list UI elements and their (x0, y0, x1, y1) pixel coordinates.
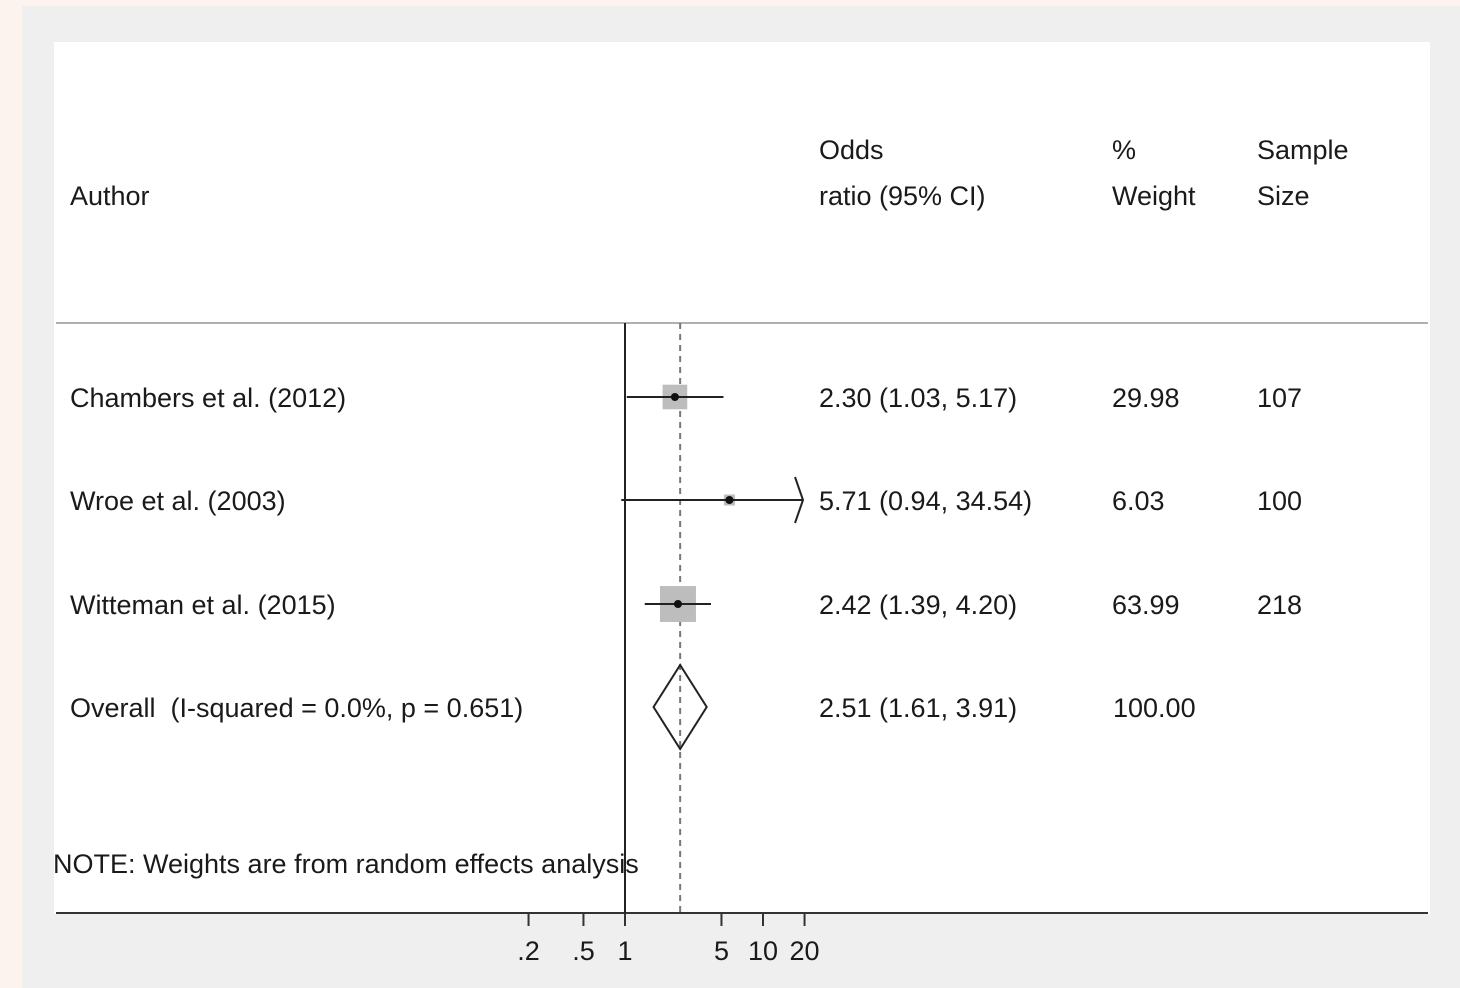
sample-header-line2: Size (1257, 181, 1310, 211)
x-tick-label: 10 (748, 936, 778, 966)
study-ci-arrow (794, 476, 805, 524)
weight-header-line1: % (1112, 135, 1136, 165)
note-text: NOTE: Weights are from random effects an… (53, 849, 639, 879)
study-sample-text: 107 (1257, 383, 1302, 413)
effect-header-line2: ratio (95% CI) (819, 181, 986, 211)
sample-header-line1: Sample (1257, 135, 1349, 165)
overall-label: Overall (I-squared = 0.0%, p = 0.651) (70, 693, 523, 723)
study-sample-text: 100 (1257, 486, 1302, 516)
study-author: Chambers et al. (2012) (70, 383, 346, 413)
study-author: Wroe et al. (2003) (70, 486, 286, 516)
study-weight-text: 29.98 (1112, 383, 1180, 413)
effect-header-line1: Odds (819, 135, 884, 165)
study-point-estimate (673, 600, 682, 608)
overall-diamond (652, 663, 708, 751)
study-point-estimate (670, 393, 679, 401)
overall-weight-text: 100.00 (1113, 693, 1196, 723)
study-sample-text: 218 (1257, 590, 1302, 620)
overall-or-text: 2.51 (1.61, 3.91) (819, 693, 1017, 723)
study-or-text: 5.71 (0.94, 34.54) (819, 486, 1032, 516)
study-weight-text: 6.03 (1112, 486, 1165, 516)
x-tick-label: 20 (790, 936, 820, 966)
weight-header-line2: Weight (1112, 181, 1196, 211)
x-tick-label: .2 (517, 936, 540, 966)
x-tick-label: 5 (714, 936, 729, 966)
study-or-text: 2.30 (1.03, 5.17) (819, 383, 1017, 413)
x-tick-label: 1 (617, 936, 632, 966)
study-or-text: 2.42 (1.39, 4.20) (819, 590, 1017, 620)
study-point-estimate (725, 496, 734, 504)
study-weight-text: 63.99 (1112, 590, 1180, 620)
x-tick-label: .5 (572, 936, 595, 966)
plot-region (54, 42, 1430, 914)
study-author: Witteman et al. (2015) (70, 590, 336, 620)
plot-marks: .2 .5 1 5 10 20 (517, 323, 820, 966)
author-header: Author (70, 181, 150, 211)
